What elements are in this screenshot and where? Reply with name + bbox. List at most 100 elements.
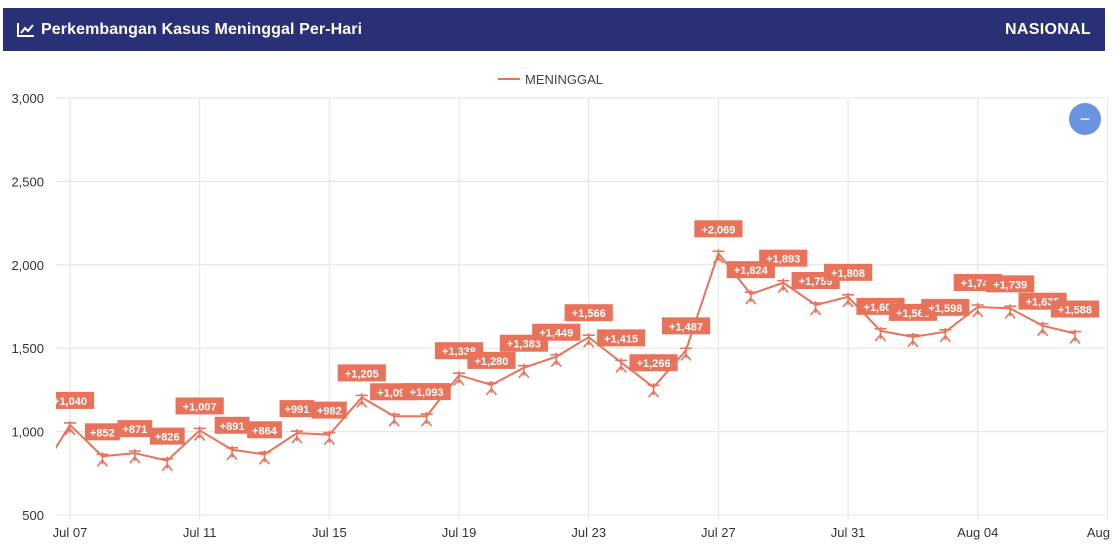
y-axis: 500 1,000 1,500 2,000 2,500 3,000 <box>11 91 44 523</box>
data-label-bg <box>85 423 120 441</box>
data-label: +1,266 <box>637 358 671 370</box>
point-marker <box>842 292 855 308</box>
data-label: +1,824 <box>734 265 769 277</box>
point-marker <box>809 300 822 316</box>
data-point[interactable]: +1,415 <box>597 329 646 373</box>
data-label-bg <box>759 249 808 267</box>
data-label: +1,588 <box>1058 305 1092 317</box>
x-tick-label: Jul 15 <box>312 525 347 540</box>
data-point[interactable]: +728 <box>20 444 55 487</box>
point-marker <box>939 327 952 343</box>
data-point[interactable]: +891 <box>214 416 250 461</box>
data-point[interactable]: +1,205 <box>337 364 386 408</box>
point-marker <box>971 303 984 318</box>
data-point[interactable]: +1,040 <box>46 391 95 436</box>
data-point[interactable]: +991 <box>279 400 315 444</box>
data-point[interactable]: +1,566 <box>564 304 613 348</box>
data-label-bg <box>661 317 711 335</box>
data-label-bg <box>149 427 185 445</box>
point-marker <box>64 420 76 436</box>
data-label: +871 <box>122 424 147 436</box>
data-label: +1,566 <box>572 308 606 320</box>
x-tick-label: Aug 04 <box>957 525 998 540</box>
data-label: +1,007 <box>183 401 217 413</box>
data-point[interactable]: +1,266 <box>629 354 678 398</box>
y-tick-label: 1,500 <box>11 341 44 356</box>
point-marker <box>485 380 498 396</box>
data-label: +2,069 <box>701 224 735 236</box>
data-label-bg <box>20 444 55 461</box>
data-label: +1,415 <box>604 333 638 345</box>
point-marker <box>906 332 919 348</box>
data-label-bg <box>597 329 646 347</box>
x-axis: Jul 07 Jul 11 Jul 15 Jul 19 Jul 23 Jul 27 Jul … <box>53 525 1114 540</box>
data-label-bg <box>279 400 315 418</box>
data-point[interactable]: +1,449 <box>532 323 581 368</box>
y-tick-label: 2,000 <box>11 258 44 273</box>
series-line <box>56 251 1076 462</box>
data-label-bg <box>921 298 970 316</box>
data-point[interactable]: +826 <box>149 427 185 472</box>
y-tick-label: 1,000 <box>11 425 44 440</box>
data-point[interactable]: +1,739 <box>986 275 1035 319</box>
header-left: Perkembangan Kasus Meninggal Per-Hari <box>17 21 362 39</box>
data-point[interactable]: +2,069 <box>694 220 743 264</box>
data-point[interactable]: +871 <box>117 420 153 464</box>
data-point[interactable]: +1,007 <box>175 397 224 441</box>
data-label-bg <box>467 351 516 369</box>
point-marker <box>777 278 790 294</box>
data-label-bg <box>402 383 451 401</box>
chart-legend[interactable]: MENINGGAL <box>498 72 603 87</box>
x-tick-label: Aug 08 <box>1087 525 1114 540</box>
y-tick-label: 500 <box>22 508 44 523</box>
data-point[interactable]: +852 <box>85 423 120 467</box>
data-label-bg <box>823 263 873 281</box>
point-marker <box>874 326 887 342</box>
data-point[interactable]: +1,093 <box>402 383 451 427</box>
point-marker <box>226 445 239 461</box>
data-label: +1,893 <box>766 254 800 266</box>
point-marker <box>712 249 725 264</box>
chart-title: Perkembangan Kasus Meninggal Per-Hari <box>41 20 363 38</box>
data-label-bg <box>337 364 386 382</box>
data-label: +728 <box>25 448 50 460</box>
data-label: +864 <box>252 425 278 437</box>
point-marker <box>388 412 401 427</box>
data-label: +852 <box>90 427 115 439</box>
line-chart-icon <box>17 22 34 37</box>
point-marker <box>453 371 466 386</box>
data-point[interactable]: +1,824 <box>726 261 775 305</box>
data-point[interactable]: +864 <box>247 421 282 465</box>
data-label-bg <box>629 354 678 372</box>
point-marker <box>517 363 530 379</box>
data-point[interactable]: +1,280 <box>467 351 516 396</box>
data-label: +1,739 <box>993 279 1027 291</box>
data-point[interactable]: +982 <box>311 401 347 446</box>
data-label-bg <box>986 275 1035 293</box>
data-label: +982 <box>317 406 342 418</box>
legend-label-meninggal: MENINGGAL <box>525 72 603 87</box>
data-point[interactable]: +1,808 <box>823 263 873 308</box>
data-point[interactable]: +1,598 <box>921 298 970 343</box>
data-label-bg <box>214 416 250 434</box>
series-meninggal: +728 +1,040 +852 +871 +826 +1,007 +891 +864 +991… <box>20 220 1100 487</box>
point-marker <box>647 383 660 398</box>
data-label: +1,093 <box>410 387 444 399</box>
x-tick-label: Jul 19 <box>442 525 477 540</box>
point-marker <box>550 352 563 368</box>
data-point[interactable]: +1,487 <box>661 317 711 361</box>
data-point[interactable]: +1,893 <box>759 249 808 294</box>
data-label-bg <box>247 421 282 439</box>
zoom-out-button[interactable]: − <box>1069 103 1101 135</box>
data-label: +1,280 <box>474 356 508 368</box>
y-tick-label: 3,000 <box>11 91 44 106</box>
point-marker <box>128 449 141 464</box>
data-point[interactable]: +1,588 <box>1050 300 1100 345</box>
data-label-bg <box>56 391 95 409</box>
point-marker <box>32 473 44 487</box>
zoom-out-icon: − <box>1079 109 1091 129</box>
data-label: +1,598 <box>928 303 962 315</box>
data-label: +1,808 <box>831 268 865 280</box>
point-marker <box>679 346 692 361</box>
